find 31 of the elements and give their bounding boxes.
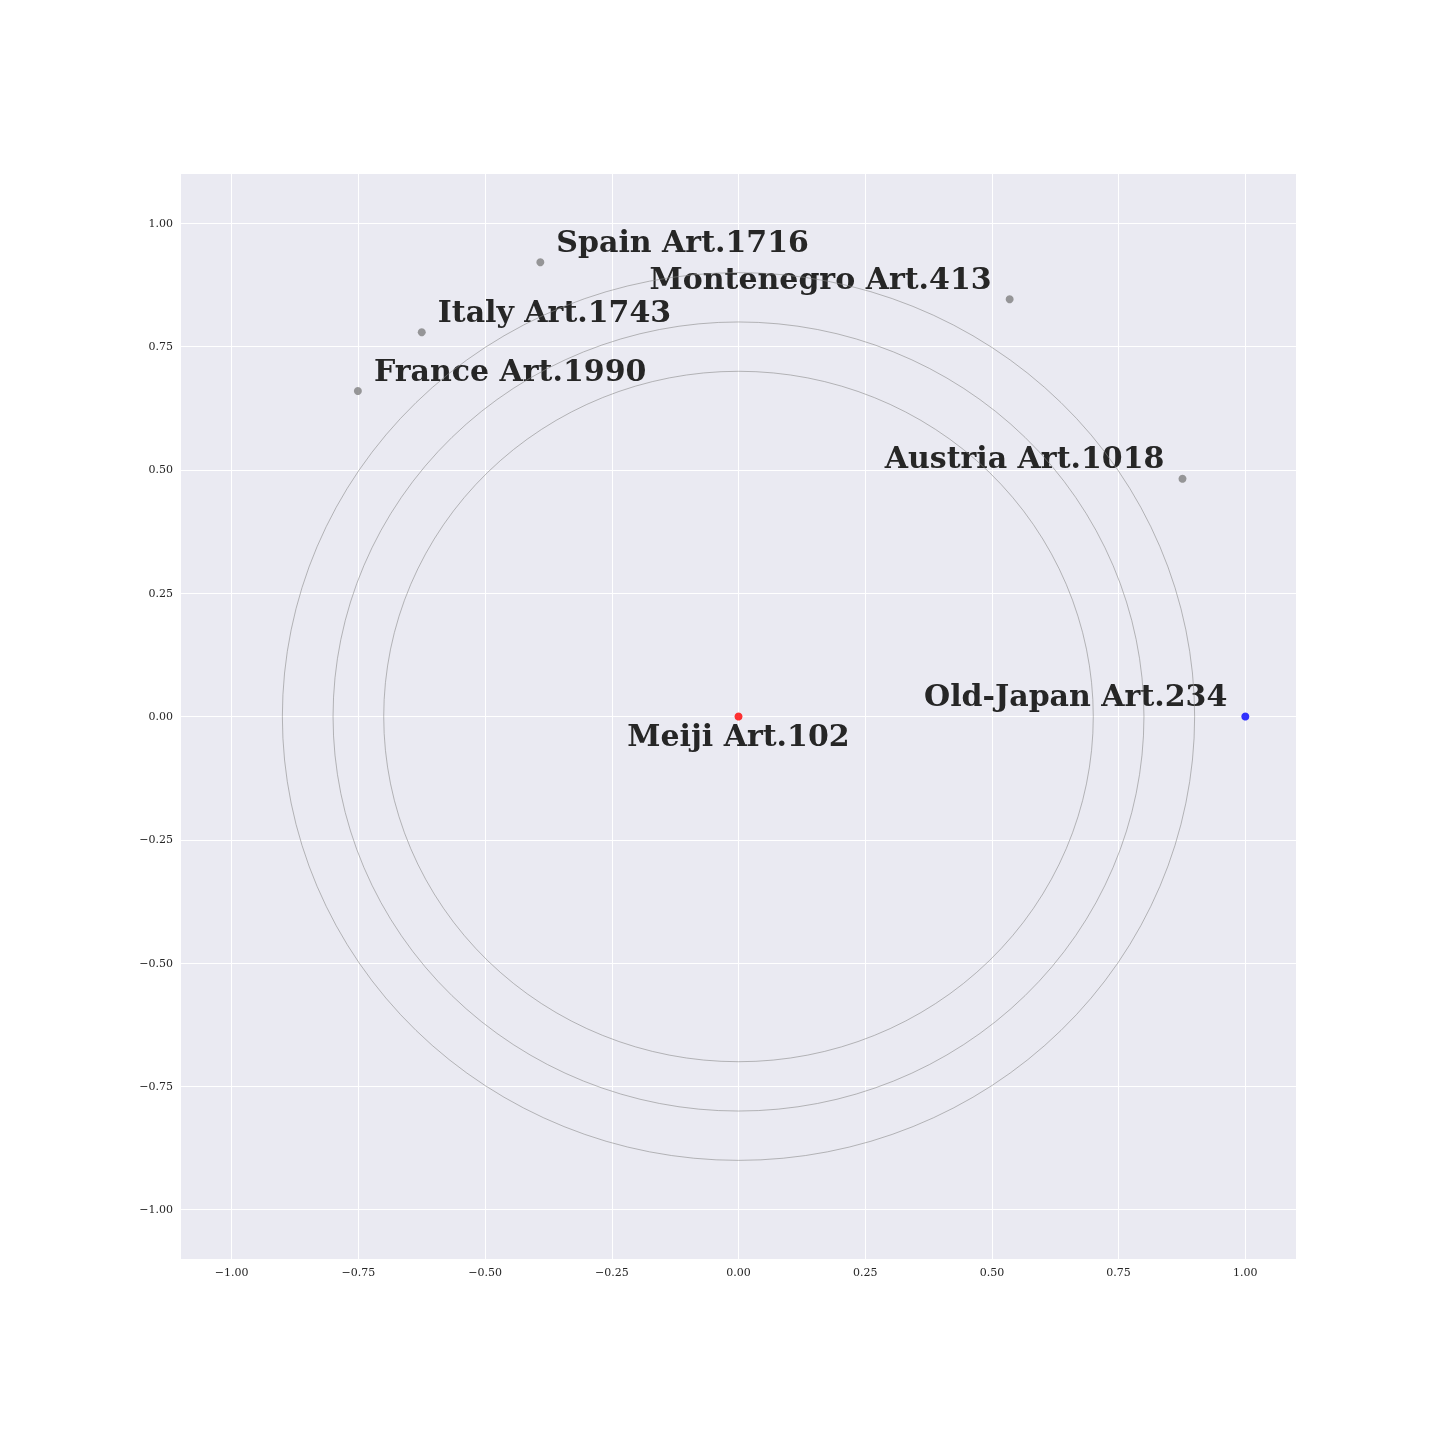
x-tick-label: −0.75 [341,1266,376,1279]
y-tick-label: 0.25 [148,586,173,600]
y-tick-label: 0.75 [148,340,173,354]
point [1005,295,1014,304]
point [353,387,362,395]
annotation: Italy Art.1743 [437,293,672,329]
x-tick-label: 0.25 [852,1266,878,1279]
x-tick-label: −1.00 [214,1266,249,1279]
x-tick-label: −0.50 [468,1266,502,1279]
y-tick-label: −0.75 [139,1079,173,1093]
annotation: Meiji Art.102 [627,718,850,753]
x-tick-label: 0.00 [726,1266,751,1279]
x-tick-label: 1.00 [1233,1266,1258,1279]
y-tick-label: 0.50 [148,463,173,477]
annotation: Montenegro Art.413 [649,260,992,296]
y-tick-label: 0.00 [148,710,173,723]
y-tick-label: −0.50 [139,956,173,970]
point [536,258,545,267]
annotation: Old-Japan Art.234 [924,678,1228,713]
x-tick-label: −0.25 [594,1266,629,1279]
annotation: France Art.1990 [373,352,647,388]
point [1178,474,1187,483]
point [1241,712,1250,721]
x-tick-label: 0.50 [979,1266,1005,1279]
annotation: Austria Art.1018 [883,440,1165,476]
x-tick-label: 0.75 [1106,1266,1131,1279]
point [417,328,426,337]
y-tick-label: −1.00 [139,1203,173,1217]
y-tick-label: 1.00 [148,216,173,230]
y-tick-label: −0.25 [139,833,173,847]
annotation: Spain Art.1716 [556,223,809,259]
